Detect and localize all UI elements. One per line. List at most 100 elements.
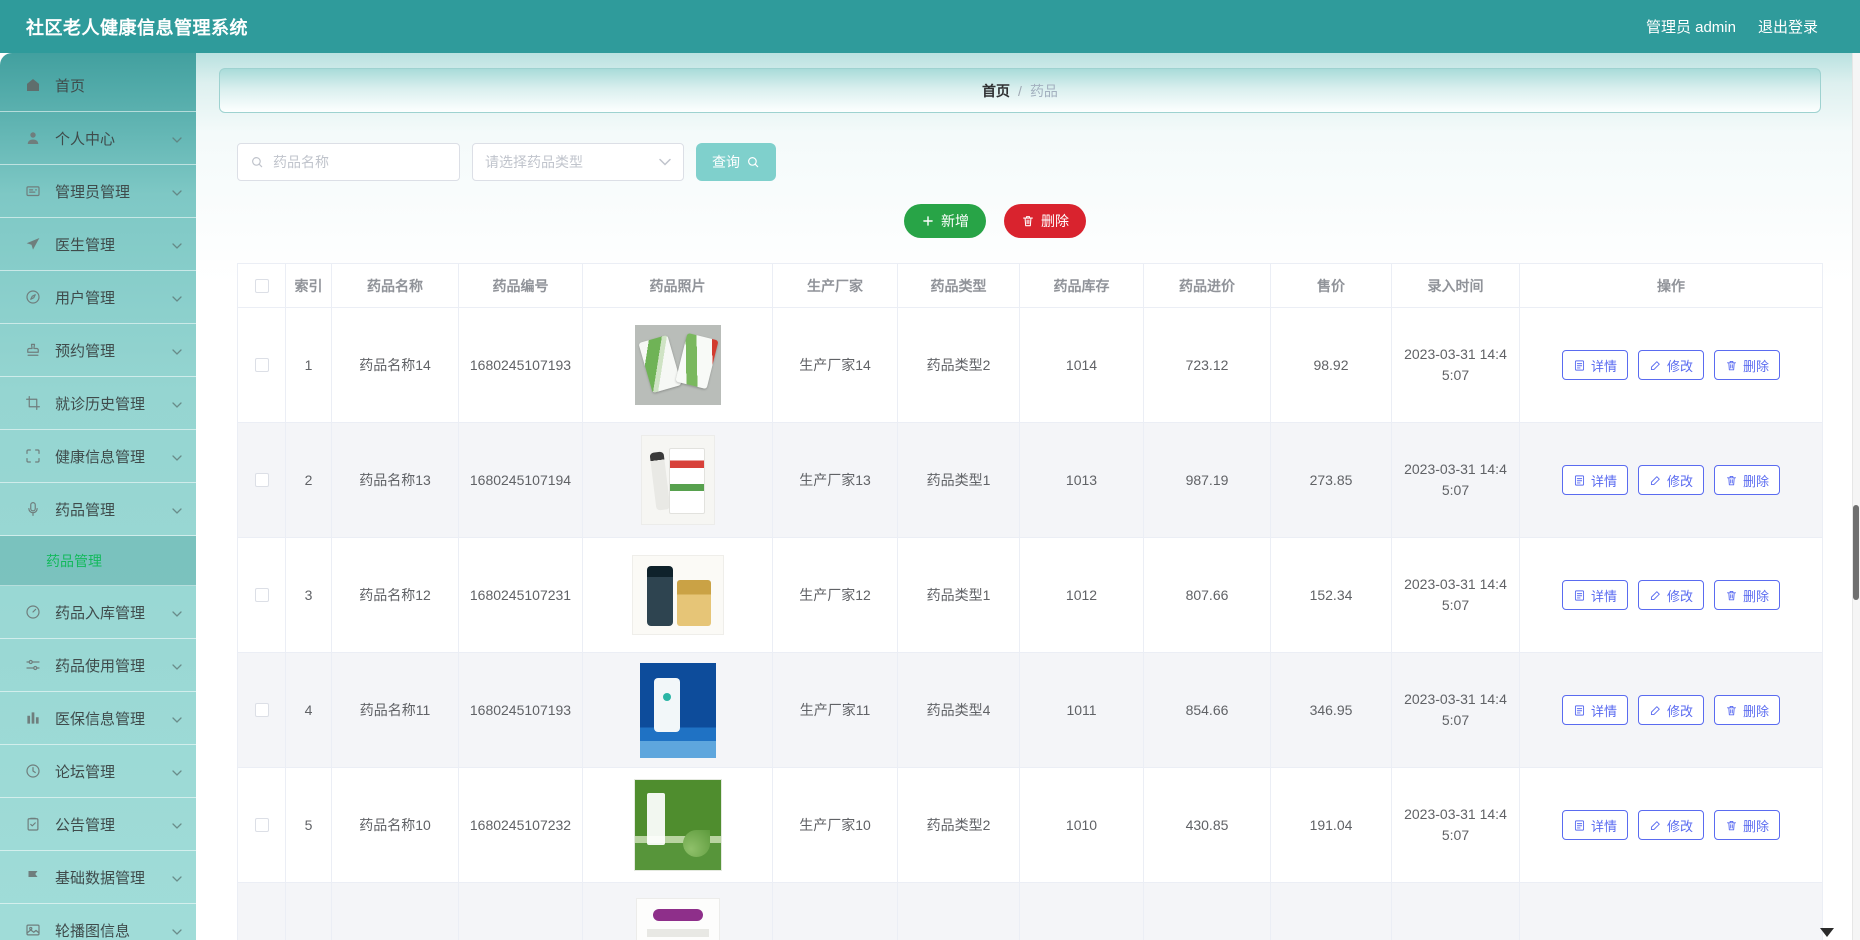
add-button-label: 新增 bbox=[941, 213, 969, 229]
cell-index: 5 bbox=[285, 767, 332, 883]
sidebar-item-drug-manage[interactable]: 药品管理 bbox=[0, 483, 196, 536]
logout-link[interactable]: 退出登录 bbox=[1757, 19, 1818, 36]
drug-table-wrap: 索引 药品名称 药品编号 药品照片 生产厂家 药品类型 药品库存 药品进价 售价 录入时间 操作 1… bbox=[237, 263, 1823, 940]
cell-name-text: 药品名称11 bbox=[359, 702, 431, 718]
breadcrumb-home[interactable]: 首页 bbox=[982, 82, 1011, 99]
row-checkbox[interactable] bbox=[254, 588, 269, 602]
sidebar-item-base-data-manage[interactable]: 基础数据管理 bbox=[0, 851, 196, 904]
cell-actions: 详情 修改 删除 bbox=[1519, 422, 1823, 538]
cell-photo bbox=[582, 537, 773, 653]
drug-photo bbox=[634, 325, 721, 405]
edit-button[interactable]: 修改 bbox=[1637, 810, 1704, 840]
sidebar-item-carousel-info[interactable]: 轮播图信息 bbox=[0, 904, 196, 940]
drug-photo bbox=[639, 662, 716, 758]
vertical-scrollbar[interactable] bbox=[1852, 53, 1860, 940]
cell-actions: 详情 修改 删除 bbox=[1519, 307, 1823, 423]
main-content: 首页 / 药品 请选择药品类型 查询 bbox=[196, 53, 1860, 940]
row-checkbox[interactable] bbox=[254, 358, 269, 372]
sidebar-item-user-manage[interactable]: 用户管理 bbox=[0, 271, 196, 324]
sidebar-item-visit-history-manage[interactable]: 就诊历史管理 bbox=[0, 377, 196, 430]
row-action-label: 详情 bbox=[1590, 473, 1617, 489]
sidebar-item-health-info-manage[interactable]: 健康信息管理 bbox=[0, 430, 196, 483]
cell-type: 药品类型1 bbox=[897, 537, 1020, 653]
column-header: 生产厂家 bbox=[772, 263, 898, 308]
sidebar-item-home[interactable]: 首页 bbox=[0, 59, 196, 112]
row-checkbox[interactable] bbox=[254, 473, 269, 487]
detail-button[interactable]: 详情 bbox=[1561, 465, 1628, 495]
scroll-down-arrow[interactable] bbox=[1820, 928, 1834, 937]
sidebar-item-label: 预约管理 bbox=[55, 342, 116, 360]
delete-row-button[interactable]: 删除 bbox=[1714, 810, 1781, 840]
column-header: 药品类型 bbox=[897, 263, 1020, 308]
table-header-row: 索引 药品名称 药品编号 药品照片 生产厂家 药品类型 药品库存 药品进价 售价 录入时间 操作 bbox=[237, 263, 1823, 308]
cell-sale_price: 191.04 bbox=[1270, 767, 1392, 883]
column-header: 药品照片 bbox=[582, 263, 773, 308]
sidebar-item-drug-usage-manage[interactable]: 药品使用管理 bbox=[0, 639, 196, 692]
row-action-label: 修改 bbox=[1666, 473, 1693, 489]
delete-row-button[interactable]: 删除 bbox=[1714, 580, 1781, 610]
select-all-checkbox[interactable] bbox=[254, 278, 269, 293]
search-icon bbox=[746, 155, 760, 169]
chevron-down-icon bbox=[172, 342, 182, 359]
add-button[interactable]: 新增 bbox=[904, 204, 986, 238]
row-checkbox[interactable] bbox=[254, 818, 269, 832]
cell-time: 2023-03-31 14:45:07 bbox=[1391, 767, 1520, 883]
cell-code-text: 1680245107231 bbox=[469, 587, 572, 603]
cell-index-text: 1 bbox=[304, 357, 313, 373]
sidebar-item-forum-manage[interactable]: 论坛管理 bbox=[0, 745, 196, 798]
edit-button[interactable]: 修改 bbox=[1637, 580, 1704, 610]
edit-button[interactable]: 修改 bbox=[1637, 695, 1704, 725]
cell-index-text: 4 bbox=[304, 702, 313, 718]
edit-pencil-icon bbox=[1649, 359, 1662, 372]
cell-name: 药品名称12 bbox=[331, 537, 459, 653]
cell-time: 2023-03-31 14:45:07 bbox=[1391, 652, 1520, 768]
sidebar-item-admin-manage[interactable]: 管理员管理 bbox=[0, 165, 196, 218]
cell-manufacturer: 生产厂家10 bbox=[772, 767, 898, 883]
cell-type-text: 药品类型2 bbox=[926, 357, 991, 373]
cell-checkbox bbox=[237, 537, 286, 653]
cell-manufacturer-text: 生产厂家12 bbox=[799, 587, 871, 603]
table-body: 1 药品名称14 1680245107193 生产厂家14 药品类型2 1014 723.1… bbox=[237, 307, 1823, 940]
sidebar-item-drug-inbound-manage[interactable]: 药品入库管理 bbox=[0, 586, 196, 639]
cell-sale_price bbox=[1270, 882, 1392, 940]
sidebar-item-notice-manage[interactable]: 公告管理 bbox=[0, 798, 196, 851]
trash-icon bbox=[1725, 359, 1738, 372]
detail-button[interactable]: 详情 bbox=[1561, 580, 1628, 610]
sidebar-item-profile[interactable]: 个人中心 bbox=[0, 112, 196, 165]
cell-index: 1 bbox=[285, 307, 332, 423]
detail-button[interactable]: 详情 bbox=[1561, 810, 1628, 840]
edit-pencil-icon bbox=[1649, 819, 1662, 832]
delete-row-button[interactable]: 删除 bbox=[1714, 350, 1781, 380]
drug-name-input-wrap bbox=[237, 143, 460, 181]
cell-name bbox=[331, 882, 459, 940]
cell-photo bbox=[582, 307, 773, 423]
drug-name-input[interactable] bbox=[271, 153, 447, 171]
column-header: 操作 bbox=[1519, 263, 1823, 308]
sidebar-item-doctor-manage[interactable]: 医生管理 bbox=[0, 218, 196, 271]
detail-button[interactable]: 详情 bbox=[1561, 695, 1628, 725]
cell-name-text: 药品名称13 bbox=[359, 472, 431, 488]
batch-delete-button[interactable]: 删除 bbox=[1004, 204, 1086, 238]
cell-index: 2 bbox=[285, 422, 332, 538]
cell-manufacturer: 生产厂家14 bbox=[772, 307, 898, 423]
chevron-down-icon bbox=[172, 922, 182, 939]
trash-icon bbox=[1725, 474, 1738, 487]
sidebar-menu: 首页 个人中心 管理员管理 医生管理 用户管理 预约管理 就诊历史管理 健康信息管理 药品管理药… bbox=[0, 59, 196, 940]
trash-icon bbox=[1725, 819, 1738, 832]
drug-type-select[interactable]: 请选择药品类型 bbox=[472, 143, 684, 181]
sidebar-subitem-drug-manage-sub[interactable]: 药品管理 bbox=[0, 536, 196, 586]
query-button[interactable]: 查询 bbox=[696, 143, 776, 181]
cell-stock bbox=[1019, 882, 1144, 940]
delete-row-button[interactable]: 删除 bbox=[1714, 465, 1781, 495]
sidebar-item-appointment-manage[interactable]: 预约管理 bbox=[0, 324, 196, 377]
row-checkbox[interactable] bbox=[254, 703, 269, 717]
detail-button[interactable]: 详情 bbox=[1561, 350, 1628, 380]
edit-button[interactable]: 修改 bbox=[1637, 465, 1704, 495]
edit-button[interactable]: 修改 bbox=[1637, 350, 1704, 380]
sidebar-item-insurance-info-manage[interactable]: 医保信息管理 bbox=[0, 692, 196, 745]
sidebar: 首页 个人中心 管理员管理 医生管理 用户管理 预约管理 就诊历史管理 健康信息管理 药品管理药… bbox=[0, 53, 196, 940]
cell-type-text: 药品类型1 bbox=[926, 472, 991, 488]
cell-name: 药品名称10 bbox=[331, 767, 459, 883]
scrollbar-thumb[interactable] bbox=[1853, 505, 1859, 600]
delete-row-button[interactable]: 删除 bbox=[1714, 695, 1781, 725]
